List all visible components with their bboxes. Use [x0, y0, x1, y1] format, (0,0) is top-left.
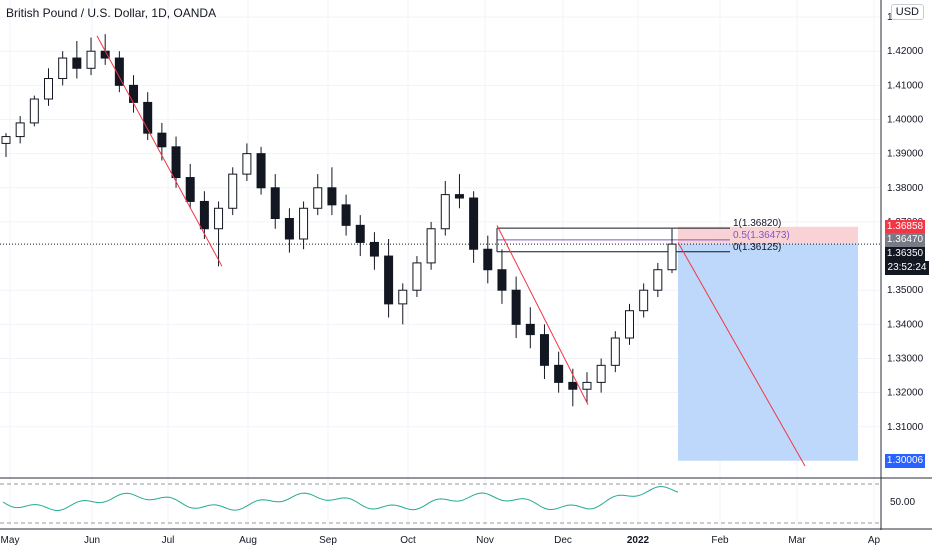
time-axis-label: Jun — [84, 535, 100, 546]
candle-body — [554, 364, 564, 383]
candle-body — [72, 57, 82, 69]
price-axis-tick: 1.32000 — [887, 388, 924, 399]
symbol-title: British Pound / U.S. Dollar, 1D, OANDA — [6, 6, 217, 20]
candle-body — [653, 269, 663, 291]
candle-body — [270, 187, 280, 220]
trend-line — [677, 242, 806, 467]
candle-body — [313, 187, 323, 209]
price-axis-tick: 1.33000 — [887, 354, 924, 365]
time-axis-label: Aug — [239, 535, 257, 546]
candle-body — [539, 334, 549, 366]
time-axis-label: May — [1, 535, 20, 546]
currency-button[interactable]: USD — [890, 4, 924, 20]
time-axis-label: Nov — [476, 535, 494, 546]
price-axis-tick: 1.38000 — [887, 183, 924, 194]
time-axis-label: Feb — [711, 535, 729, 546]
time-axis-label: Ap — [868, 535, 881, 546]
candle-body — [582, 381, 592, 390]
candle-body — [199, 200, 209, 230]
price-axis-tick: 1.39000 — [887, 149, 924, 160]
candle-body — [242, 153, 252, 175]
time-axis-label: Jul — [162, 535, 175, 546]
candle-body — [114, 57, 124, 86]
candle-body — [15, 122, 25, 138]
candle-body — [525, 323, 535, 336]
candle-body — [185, 177, 195, 202]
candle-body — [426, 228, 436, 264]
rsi-axis-label: 50.00 — [890, 497, 916, 508]
candle-body — [44, 78, 54, 100]
fib-level-label: 1(1.36820) — [733, 218, 782, 230]
bar-countdown: 23:52:24 — [885, 260, 929, 275]
candle-body — [341, 204, 351, 226]
candle-body — [299, 207, 309, 240]
candle-body — [440, 194, 450, 230]
candle-body — [511, 289, 521, 325]
candle-body — [284, 218, 294, 240]
candle-body — [384, 255, 394, 305]
price-axis-tick: 1.34000 — [887, 319, 924, 330]
price-axis-tick: 1.41000 — [887, 80, 924, 91]
candle-body — [624, 310, 634, 339]
candle-body — [497, 269, 507, 291]
fib-level-label: 0.5(1.36473) — [733, 229, 790, 241]
price-axis-tick: 1.31000 — [887, 422, 924, 433]
candle-body — [355, 224, 365, 243]
candle-body — [129, 84, 139, 103]
price-tag-target: 1.30006 — [885, 453, 925, 468]
price-tag-fib-mid: 1.36470 — [885, 232, 925, 247]
candle-body — [568, 381, 578, 390]
time-axis-label: Mar — [788, 535, 806, 546]
candle-body — [86, 50, 96, 69]
candle-body — [454, 194, 464, 199]
candle-body — [157, 132, 167, 148]
trend-line — [96, 35, 223, 267]
price-axis-tick: 1.42000 — [887, 46, 924, 57]
time-axis-label: Dec — [554, 535, 572, 546]
price-tag-last: 1.36350 — [885, 246, 925, 261]
candle-body — [143, 101, 153, 134]
fib-level-label: 0(1.36125) — [733, 241, 782, 253]
candle-body — [639, 289, 649, 312]
candle-body — [327, 187, 337, 206]
price-tag-high: 1.36858 — [885, 219, 925, 234]
time-axis-label: Oct — [400, 535, 416, 546]
time-axis-label: 2022 — [627, 535, 650, 546]
time-axis-label: Sep — [319, 535, 337, 546]
rsi-line — [2, 486, 679, 512]
candle-body — [483, 248, 493, 271]
candle-body — [228, 173, 238, 209]
candle-body — [398, 289, 408, 305]
candle-body — [596, 364, 606, 383]
candle-body — [469, 197, 479, 250]
candle-body — [667, 243, 677, 271]
trend-line — [496, 225, 589, 405]
candle-body — [58, 57, 68, 80]
price-axis-tick: 1.35000 — [887, 285, 924, 296]
take-profit-zone — [678, 244, 858, 461]
candle-body — [412, 262, 422, 291]
candle-body — [256, 153, 266, 189]
candle-body — [214, 207, 224, 230]
candle-body — [610, 337, 620, 366]
price-axis-tick: 1.40000 — [887, 115, 924, 126]
candle-body — [29, 98, 39, 124]
candle-body — [171, 146, 181, 179]
candle-body — [369, 241, 379, 257]
candle-body — [1, 136, 11, 144]
